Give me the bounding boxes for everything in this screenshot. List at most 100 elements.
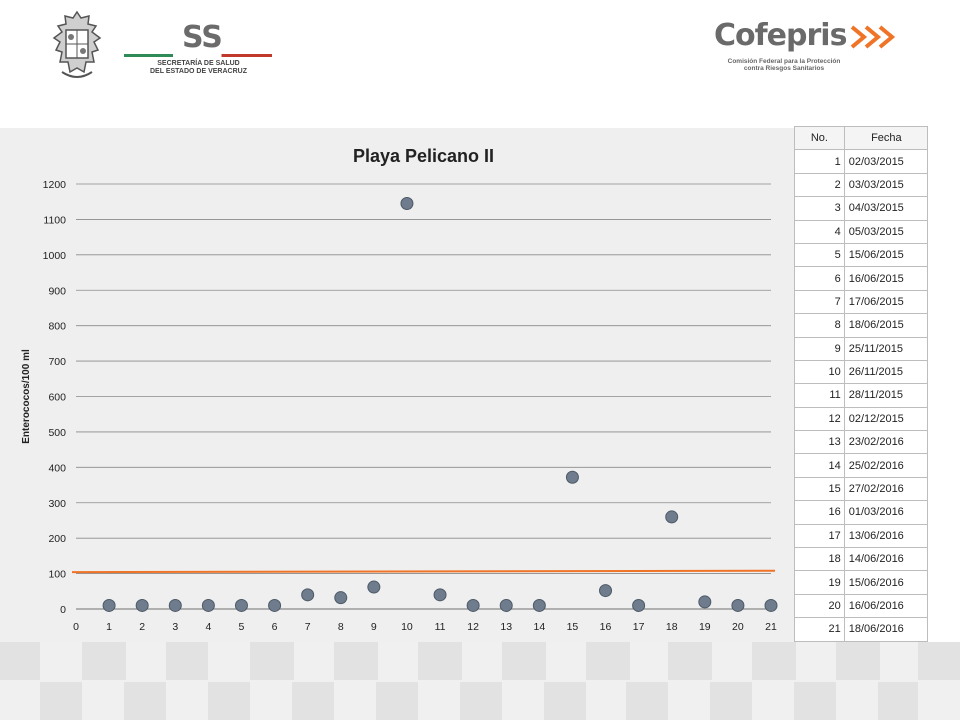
x-tick-label: 10 (401, 621, 413, 633)
row-number: 2 (794, 172, 845, 198)
footer-tile (40, 682, 82, 720)
footer-tile (794, 682, 836, 720)
y-tick-label: 300 (48, 498, 66, 510)
cofepris-logo: Cofepris Comisión Federal para la Protec… (712, 18, 922, 78)
y-tick-label: 500 (48, 427, 66, 439)
x-tick-label: 8 (338, 621, 344, 633)
threshold-line (71, 569, 776, 574)
footer-tile (752, 642, 796, 680)
chart-panel: Playa Pelicano II Enterococos/100 ml 0 100 2… (0, 128, 794, 642)
data-point (268, 598, 282, 612)
data-point (665, 510, 679, 524)
footer-tile (166, 642, 208, 680)
row-number: 18 (794, 547, 845, 572)
x-tick-label: 2 (139, 621, 145, 633)
table-row: 4 05/03/2015 (794, 219, 929, 244)
ss-flag-line (124, 54, 272, 57)
row-number: 4 (794, 219, 845, 244)
row-number: 9 (794, 336, 845, 361)
y-tick-label: 1200 (43, 179, 67, 191)
cofepris-subtitle-line1: Comisión Federal para la Protección (727, 58, 841, 65)
y-tick-label: 800 (48, 321, 66, 333)
row-date: 15/06/2016 (843, 570, 929, 595)
data-point (731, 598, 745, 612)
cofepris-name: Cofepris (714, 18, 847, 53)
row-number: 6 (794, 266, 845, 291)
cofepris-subtitle: Comisión Federal para la Protección cont… (714, 58, 854, 72)
table-row: 21 18/06/2016 (794, 617, 929, 642)
row-number: 20 (794, 593, 845, 619)
y-tick-label: 0 (60, 604, 66, 616)
row-number: 10 (794, 359, 845, 385)
ss-letters: SS (182, 20, 223, 55)
row-date: 14/06/2016 (843, 547, 929, 572)
row-date: 18/06/2016 (843, 617, 929, 642)
row-date: 13/06/2016 (843, 523, 929, 549)
table-row: 8 18/06/2015 (794, 313, 929, 338)
data-point (168, 598, 182, 612)
data-point (632, 598, 646, 612)
data-point (334, 591, 348, 605)
row-number: 17 (794, 523, 845, 549)
y-tick-label: 1100 (43, 214, 66, 226)
footer-tile (878, 682, 918, 720)
y-tick-label: 700 (48, 356, 66, 368)
x-tick-label: 4 (205, 621, 211, 633)
table-row: 16 01/03/2016 (794, 500, 929, 525)
data-point (764, 598, 778, 612)
row-number: 3 (794, 196, 845, 221)
row-number: 11 (794, 383, 845, 408)
data-point (499, 598, 513, 612)
footer-tile (586, 642, 630, 680)
data-point (599, 584, 613, 598)
footer-tile (544, 682, 586, 720)
column-header-fecha: Fecha (843, 125, 929, 151)
row-date: 16/06/2016 (843, 593, 929, 619)
ss-subtitle: SECRETARÍA DE SALUD DEL ESTADO DE VERACR… (150, 60, 247, 76)
table-row: 10 26/11/2015 (794, 359, 929, 385)
x-tick-label: 17 (633, 621, 645, 633)
x-tick-label: 0 (73, 621, 79, 633)
row-date: 16/06/2015 (843, 266, 929, 291)
footer-tile (82, 642, 126, 680)
row-date: 25/11/2015 (843, 336, 929, 361)
table-row: 14 25/02/2016 (794, 453, 929, 478)
table-row: 11 28/11/2015 (794, 383, 929, 408)
x-tick-label: 11 (435, 621, 446, 633)
row-date: 23/02/2016 (843, 430, 929, 455)
x-tick-label: 5 (239, 621, 245, 633)
footer-decoration (0, 642, 960, 720)
x-tick-label: 19 (699, 621, 711, 633)
x-tick-label: 21 (765, 621, 777, 633)
x-tick-label: 6 (272, 621, 278, 633)
table-row: 17 13/06/2016 (794, 523, 929, 549)
row-number: 16 (794, 500, 845, 525)
table-row: 3 04/03/2015 (794, 196, 929, 221)
table-row: 5 15/06/2015 (794, 242, 929, 268)
footer-tile (250, 642, 294, 680)
data-point (201, 598, 215, 612)
x-tick-label: 7 (305, 621, 311, 633)
footer-tile (292, 682, 334, 720)
row-date: 25/02/2016 (843, 453, 929, 478)
footer-tile (668, 642, 712, 680)
row-date: 17/06/2015 (843, 289, 929, 315)
data-point (400, 196, 414, 210)
row-number: 8 (794, 313, 845, 338)
x-tick-label: 15 (567, 621, 579, 633)
row-number: 1 (794, 149, 845, 174)
data-point (433, 588, 447, 602)
row-date: 05/03/2015 (843, 219, 929, 244)
x-tick-label: 13 (500, 621, 512, 633)
veracruz-seal-logo (48, 10, 106, 84)
table-row: 9 25/11/2015 (794, 336, 929, 361)
row-date: 27/02/2016 (843, 476, 929, 502)
table-row: 19 15/06/2016 (794, 570, 929, 595)
x-tick-label: 12 (467, 621, 479, 633)
dates-table: No. Fecha 1 02/03/2015 2 03/03/2015 3 04/03/2… (794, 125, 929, 642)
footer-tile (502, 642, 546, 680)
row-date: 04/03/2015 (843, 196, 929, 221)
header: SS SECRETARÍA DE SALUD DEL ESTADO DE VER… (0, 0, 960, 110)
footer-tile (918, 642, 960, 680)
row-number: 5 (794, 242, 845, 268)
